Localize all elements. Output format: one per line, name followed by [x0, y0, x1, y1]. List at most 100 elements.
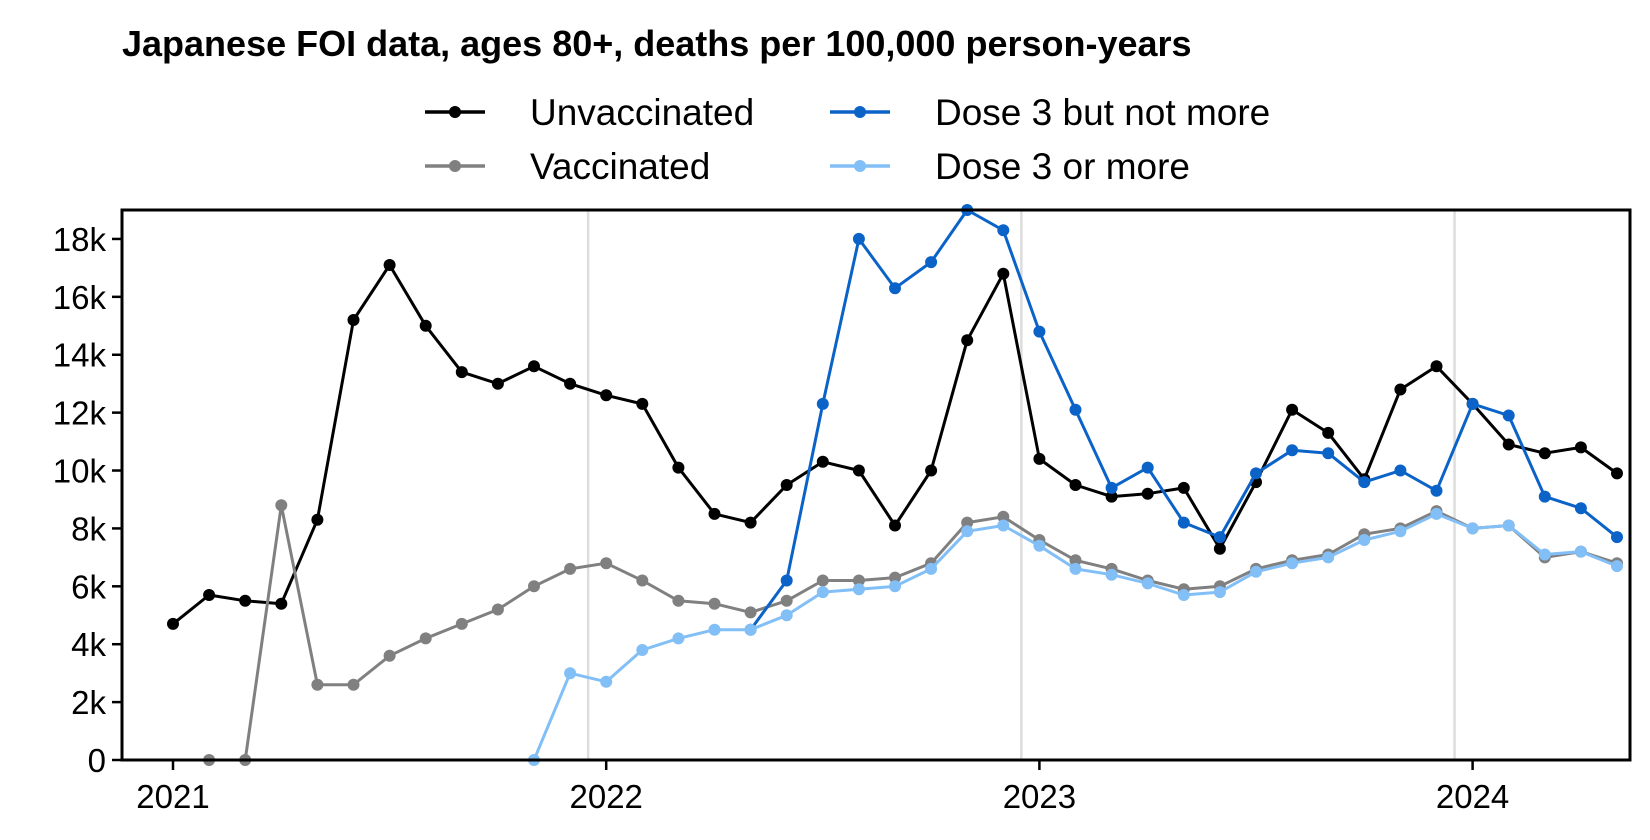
x-tick-label: 2023 [1003, 778, 1076, 815]
x-tick-label: 2022 [569, 778, 642, 815]
data-point [1611, 467, 1623, 480]
data-point [1250, 565, 1262, 578]
data-point [455, 617, 468, 630]
data-point [1141, 487, 1154, 500]
series-line-unvaccinated [172, 263, 1618, 626]
legend-item-vaccinated: Vaccinated [425, 146, 710, 187]
data-point [636, 644, 649, 656]
data-point [1141, 577, 1154, 590]
data-point [528, 360, 540, 373]
data-point [1213, 531, 1226, 544]
data-point [1286, 557, 1299, 570]
data-point [564, 562, 577, 575]
data-point [564, 377, 577, 390]
legend-swatch-marker [449, 106, 461, 118]
series-dose-3-but-not-more [744, 204, 1623, 636]
data-point [780, 479, 793, 491]
series-dose-3-or-more [528, 507, 1623, 766]
data-point [852, 574, 865, 587]
data-point [997, 519, 1010, 532]
data-point [491, 603, 504, 616]
data-point [708, 623, 721, 636]
data-point [1286, 444, 1299, 457]
data-point [1177, 516, 1190, 529]
data-point [383, 649, 396, 662]
data-point [636, 397, 649, 410]
data-point [167, 617, 179, 630]
data-point [1105, 490, 1118, 503]
data-point [1358, 534, 1371, 546]
data-point [1502, 409, 1515, 422]
data-point [600, 389, 613, 402]
data-point [744, 606, 757, 619]
data-point [852, 232, 865, 245]
data-point [1538, 447, 1551, 460]
legend-label: Dose 3 but not more [935, 92, 1270, 133]
data-point [708, 507, 721, 520]
data-point [275, 499, 288, 512]
y-tick-label: 10k [53, 453, 107, 490]
data-point [816, 586, 829, 599]
data-point [997, 224, 1010, 237]
data-point [1069, 562, 1082, 575]
legend-swatch-marker [854, 106, 866, 118]
data-point [1394, 464, 1407, 477]
data-point [600, 675, 613, 688]
data-point [1430, 507, 1443, 520]
data-point [1430, 484, 1443, 497]
data-point [347, 678, 360, 691]
data-point [744, 623, 757, 636]
data-point [780, 609, 793, 622]
data-point [889, 519, 901, 532]
axes: 0 2k 4k 6k 8k 10k 12k 14k 16k 18k 2021 2022 2023 2024 [53, 221, 1510, 815]
data-point [1177, 589, 1190, 601]
x-tick-label: 2024 [1436, 778, 1509, 815]
plot-frame [120, 208, 1632, 762]
data-point [925, 562, 938, 575]
y-tick-label: 12k [53, 395, 107, 432]
data-point [997, 267, 1010, 280]
data-point [961, 525, 974, 538]
data-point [997, 510, 1010, 523]
data-point [1033, 539, 1046, 552]
data-point [672, 632, 685, 645]
legend-swatch-marker [854, 160, 866, 172]
y-tick-label: 14k [53, 337, 107, 374]
data-point [383, 259, 396, 271]
data-point [1502, 438, 1515, 451]
y-tick-label: 2k [71, 684, 106, 721]
data-point [1177, 481, 1190, 494]
data-point [961, 516, 974, 529]
legend-item-dose-3-or-more: Dose 3 or more [830, 146, 1190, 187]
y-tick-label: 4k [71, 626, 106, 663]
y-tick-label: 8k [71, 510, 106, 547]
series-vaccinated [203, 499, 1623, 766]
data-point [1358, 476, 1371, 489]
data-point [925, 256, 938, 269]
data-point [1322, 426, 1335, 439]
data-point [708, 597, 721, 610]
data-point [1430, 360, 1443, 373]
data-point [1069, 554, 1082, 567]
data-point [1502, 519, 1515, 532]
data-point [961, 334, 974, 347]
grid-lines [586, 210, 1456, 760]
data-point [1394, 383, 1407, 396]
data-point [816, 397, 829, 410]
data-point [1394, 525, 1407, 538]
data-point [816, 455, 829, 468]
data-point [1538, 548, 1551, 561]
data-point [600, 557, 613, 570]
legend: Unvaccinated Vaccinated Dose 3 but not mor… [425, 92, 1270, 187]
legend-label: Unvaccinated [530, 92, 754, 133]
data-point [1105, 568, 1118, 581]
data-point [1105, 481, 1118, 494]
data-point [925, 464, 938, 477]
data-point [889, 580, 901, 593]
data-point [1611, 560, 1623, 573]
data-point [1466, 522, 1479, 535]
data-point [1538, 490, 1551, 503]
data-point [564, 667, 577, 680]
data-point [889, 282, 901, 295]
